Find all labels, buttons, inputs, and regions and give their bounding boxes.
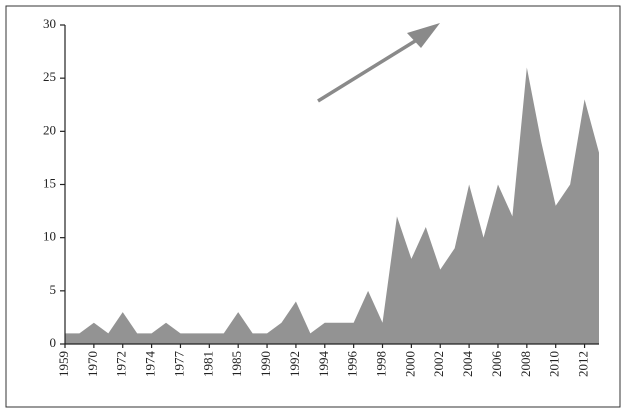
frame: [5, 5, 621, 408]
x-tick-label: 2000: [402, 351, 417, 377]
x-tick-label: 1985: [229, 351, 244, 377]
x-tick-label: 1977: [171, 351, 186, 378]
x-tick-label: 2004: [460, 351, 475, 378]
y-tick-label: 5: [50, 282, 57, 297]
x-tick-label: 1959: [56, 351, 71, 377]
x-tick-label: 1970: [85, 351, 100, 377]
x-tick-label: 2002: [431, 351, 446, 377]
x-tick-label: 2012: [576, 351, 591, 377]
x-tick-label: 1992: [287, 351, 302, 377]
x-tick-label: 1994: [316, 351, 331, 378]
y-tick-label: 15: [43, 175, 56, 190]
x-tick-label: 1990: [258, 351, 273, 377]
y-tick-label: 0: [50, 335, 57, 350]
arrow-shaft: [317, 36, 421, 103]
arrow-head: [407, 23, 440, 48]
x-tick-label: 1974: [143, 351, 158, 378]
area: [65, 67, 599, 345]
x-tick-label: 1996: [345, 351, 360, 378]
y-tick-label: 30: [43, 16, 56, 31]
x-tick-label: 2006: [489, 351, 504, 378]
x-tick-label: 1998: [373, 351, 388, 377]
x-tick-label: 1981: [200, 351, 215, 377]
y-tick-label: 20: [43, 122, 56, 137]
x-tick-label: 2010: [547, 351, 562, 377]
y-tick-label: 25: [43, 69, 56, 84]
y-tick-label: 10: [43, 229, 56, 244]
x-tick-label: 1972: [114, 351, 129, 377]
x-tick-label: 2008: [518, 351, 533, 377]
trend-arrow: [317, 23, 440, 103]
